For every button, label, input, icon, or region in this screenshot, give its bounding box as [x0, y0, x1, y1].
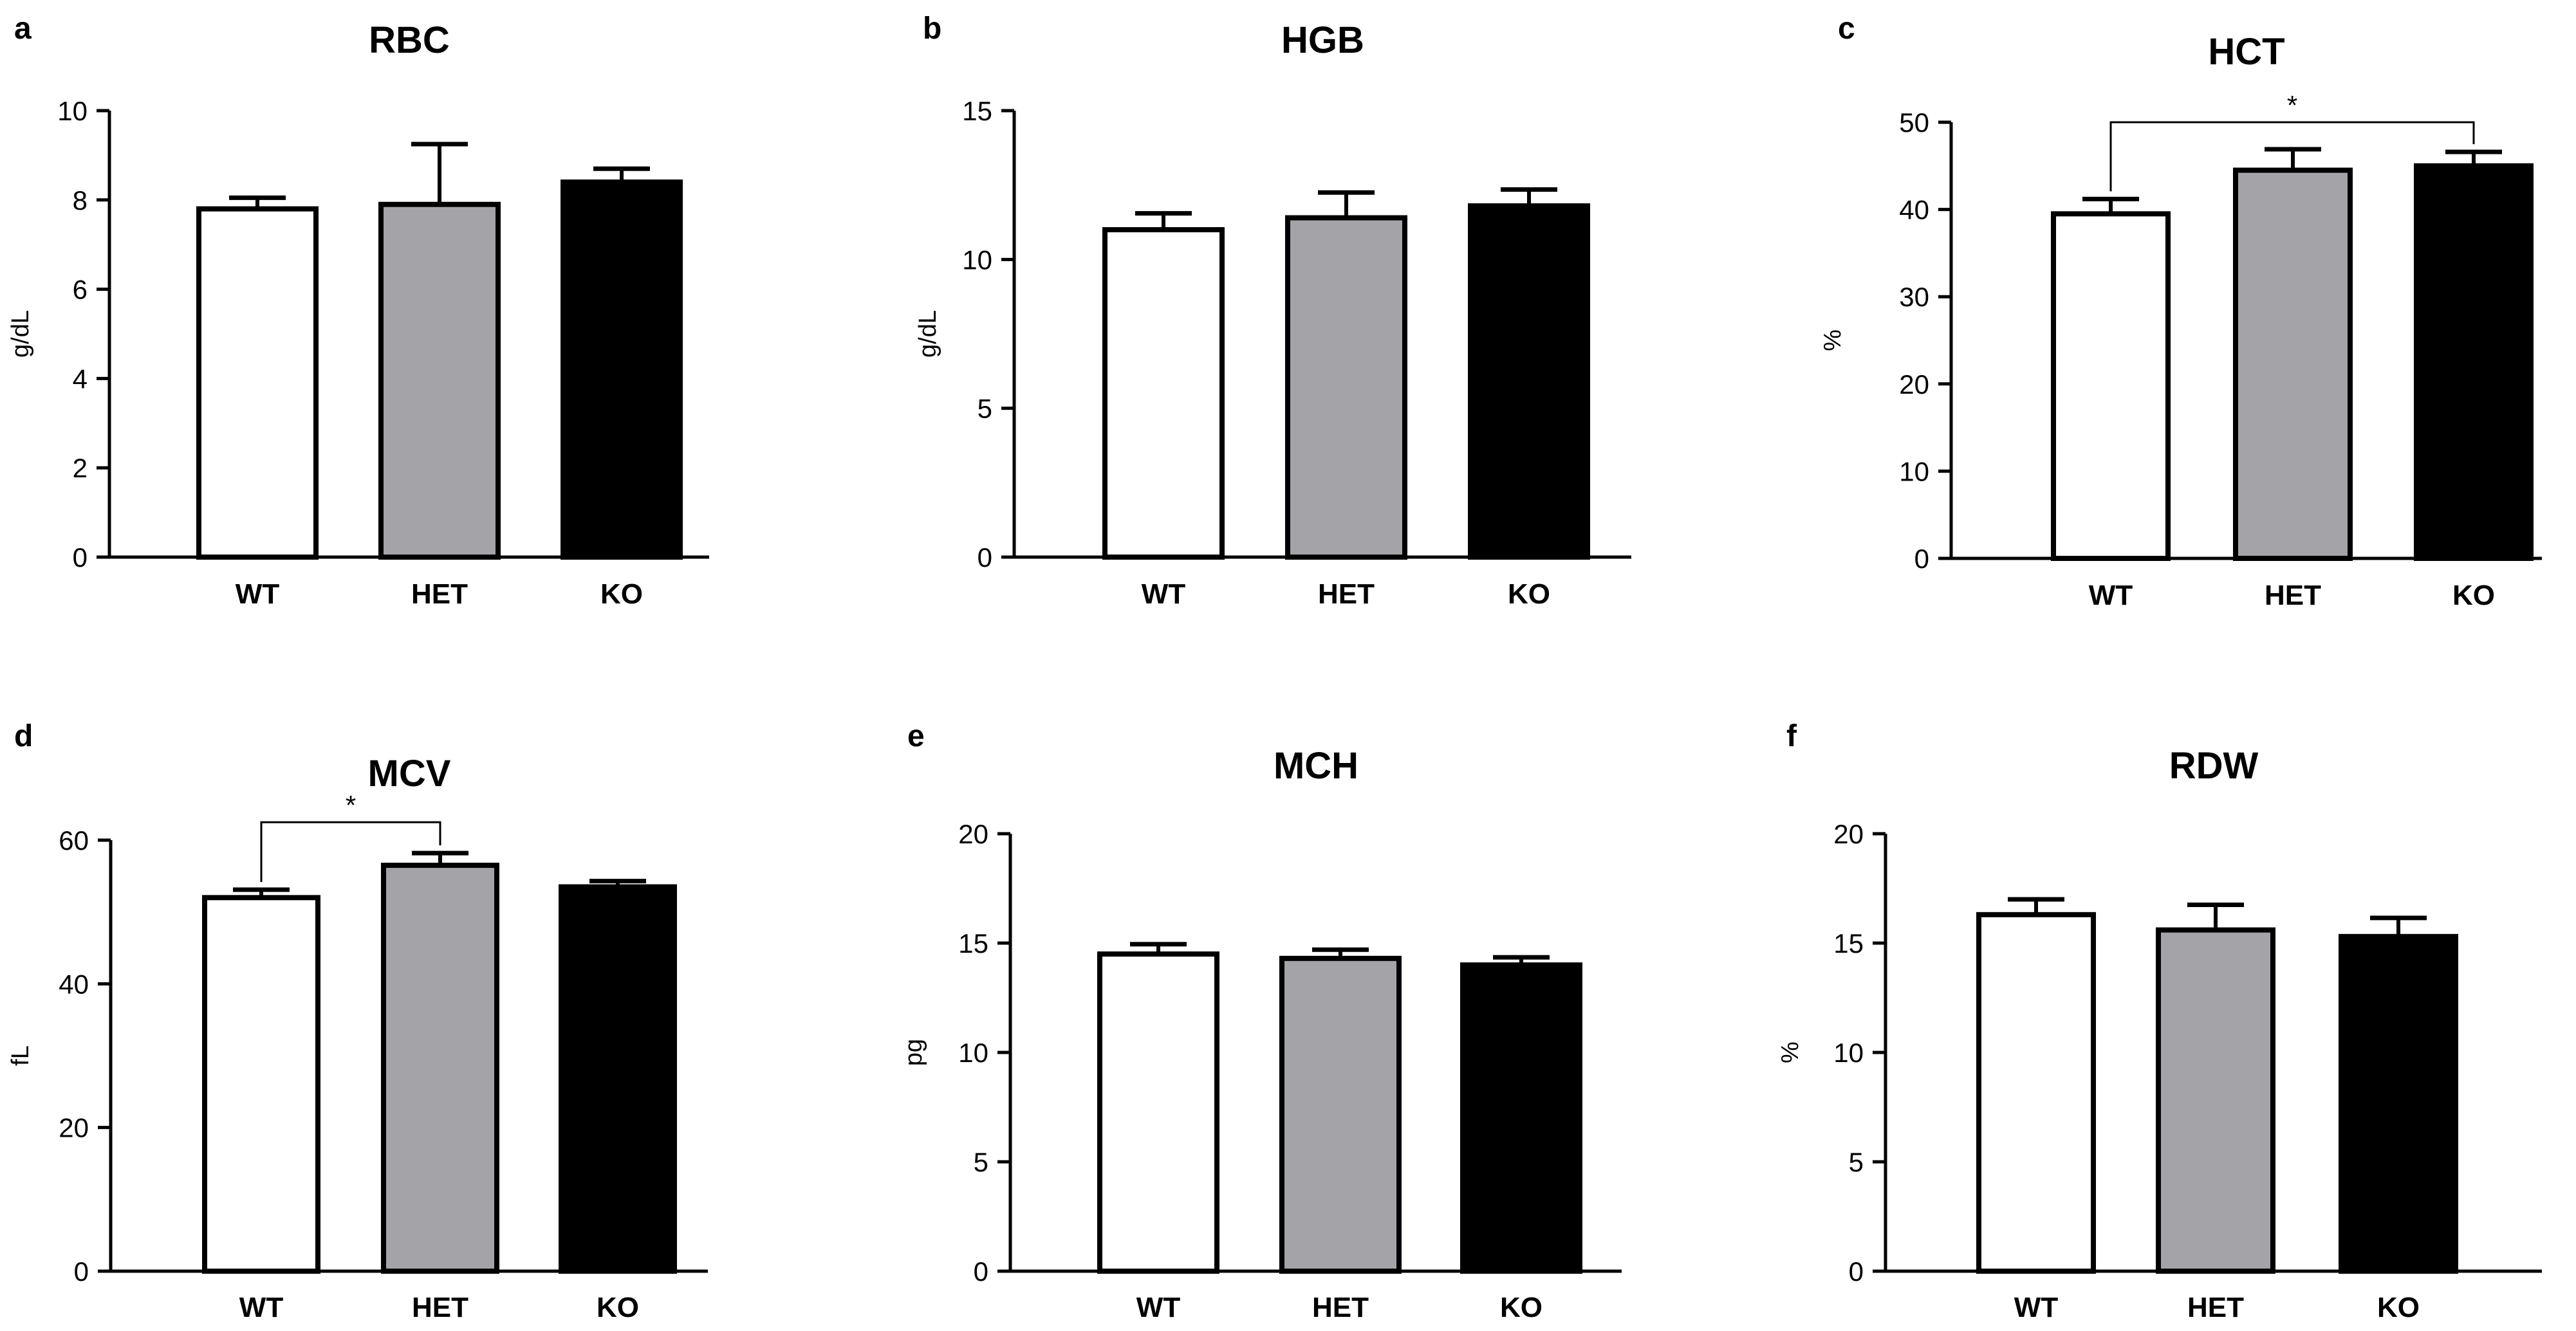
panel-f: f RDW% 0 5 10 15 20 WT HET KO [1777, 719, 2542, 1323]
bar-ko [561, 179, 683, 560]
y-axis-label: % [1777, 1042, 1804, 1063]
y-tick-label: 0 [1914, 544, 1929, 574]
panel-letter: d [14, 719, 33, 753]
chart-title: HCT [2208, 31, 2284, 73]
significance-bracket [260, 821, 441, 883]
y-tick-label: 0 [1849, 1256, 1864, 1287]
x-tick-label: HET [2187, 1292, 2244, 1323]
y-tick-label: 15 [962, 96, 992, 126]
bar-het [378, 201, 501, 560]
panel-c: c HCT% 0 10 20 30 40 50 WT HET KO * [1819, 12, 2542, 611]
y-tick-label: 30 [1899, 282, 1929, 312]
y-tick-label: 20 [958, 819, 988, 849]
x-tick-label: WT [1136, 1292, 1181, 1323]
bar-het [1279, 955, 1402, 1274]
x-tick-label: HET [1318, 578, 1375, 610]
panel-letter: e [907, 719, 925, 753]
significance-bracket [2109, 121, 2475, 192]
y-axis-label: g/dL [914, 310, 941, 358]
x-tick-label: WT [2089, 580, 2133, 611]
y-tick-label: 15 [958, 928, 988, 959]
x-tick-label: HET [1312, 1292, 1369, 1323]
x-tick-label: WT [1142, 578, 1186, 610]
bar-het [2156, 927, 2275, 1274]
y-tick-label: 50 [1899, 107, 1929, 138]
y-tick-label: 5 [1849, 1147, 1864, 1177]
panel-e: e MCH pg 0 5 10 15 20 WT HET KO [900, 719, 1622, 1323]
x-tick-label: WT [236, 578, 280, 610]
bar-wt [1097, 951, 1219, 1274]
chart-title: RBC [369, 19, 450, 61]
y-tick-label: 0 [73, 542, 88, 573]
x-tick-label: HET [411, 578, 468, 610]
x-tick-label: KO [600, 578, 643, 610]
y-tick-label: 5 [974, 1147, 988, 1177]
y-tick-label: 15 [1833, 928, 1864, 959]
y-tick-label: 10 [958, 1038, 988, 1068]
bar-wt [2051, 211, 2171, 561]
panel-a: a RBC g/dL 0 2 4 6 8 10 WT HET KO [7, 12, 709, 610]
y-tick-label: 20 [1899, 369, 1929, 399]
y-tick-label: 0 [974, 1256, 988, 1287]
bar-ko [1460, 962, 1582, 1274]
bar-wt [202, 895, 320, 1274]
y-tick-label: 6 [73, 275, 88, 305]
bar-het [2233, 167, 2353, 561]
chart-title: HGB [1281, 19, 1364, 61]
y-tick-label: 40 [1899, 195, 1929, 225]
y-tick-label: 10 [962, 244, 992, 275]
x-tick-label: KO [597, 1292, 639, 1323]
x-tick-label: KO [2452, 580, 2495, 611]
y-axis-label: pg [900, 1039, 927, 1066]
y-tick-label: 10 [1833, 1038, 1864, 1068]
significance-star: * [346, 790, 356, 820]
x-tick-label: WT [239, 1292, 284, 1323]
x-tick-label: KO [1500, 1292, 1543, 1323]
y-axis-label: fL [7, 1045, 34, 1066]
y-tick-label: 2 [73, 453, 88, 483]
y-tick-label: 20 [1833, 819, 1864, 849]
bar-ko [2339, 933, 2458, 1274]
x-tick-label: WT [2014, 1292, 2059, 1323]
y-tick-label: 8 [73, 185, 88, 216]
bar-het [1285, 215, 1407, 560]
bar-wt [196, 206, 319, 560]
y-tick-label: 0 [74, 1256, 89, 1287]
x-tick-label: KO [2377, 1292, 2420, 1323]
y-tick-label: 40 [59, 969, 89, 999]
y-tick-label: 4 [73, 363, 88, 394]
bar-het [381, 863, 499, 1274]
chart-title: MCH [1274, 745, 1358, 787]
y-tick-label: 10 [57, 96, 88, 126]
bar-ko [2414, 163, 2534, 561]
bar-wt [1976, 912, 2096, 1274]
panel-letter: a [14, 12, 32, 46]
chart-title: MCV [368, 753, 451, 794]
panel-letter: c [1838, 12, 1855, 46]
y-axis-label: g/dL [7, 310, 34, 358]
y-tick-label: 60 [59, 825, 89, 856]
bar-ko [559, 884, 677, 1274]
panel-d: d MCV fL 0 20 40 60 WT HET KO * [7, 719, 708, 1323]
panel-letter: f [1786, 719, 1797, 753]
panel-letter: b [923, 12, 941, 46]
y-tick-label: 5 [978, 394, 992, 424]
x-tick-label: HET [2265, 580, 2321, 611]
y-axis-label: % [1819, 329, 1846, 351]
panel-b: b HGB g/dL 0 5 10 15 WT HET KO [914, 12, 1631, 610]
bar-wt [1102, 227, 1225, 560]
y-tick-label: 0 [978, 542, 992, 573]
y-tick-label: 20 [59, 1113, 89, 1143]
significance-star: * [2287, 90, 2297, 120]
x-tick-label: KO [1508, 578, 1550, 610]
x-tick-label: HET [412, 1292, 468, 1323]
y-tick-label: 10 [1899, 456, 1929, 486]
bar-ko [1468, 203, 1590, 560]
chart-title: RDW [2169, 745, 2259, 787]
